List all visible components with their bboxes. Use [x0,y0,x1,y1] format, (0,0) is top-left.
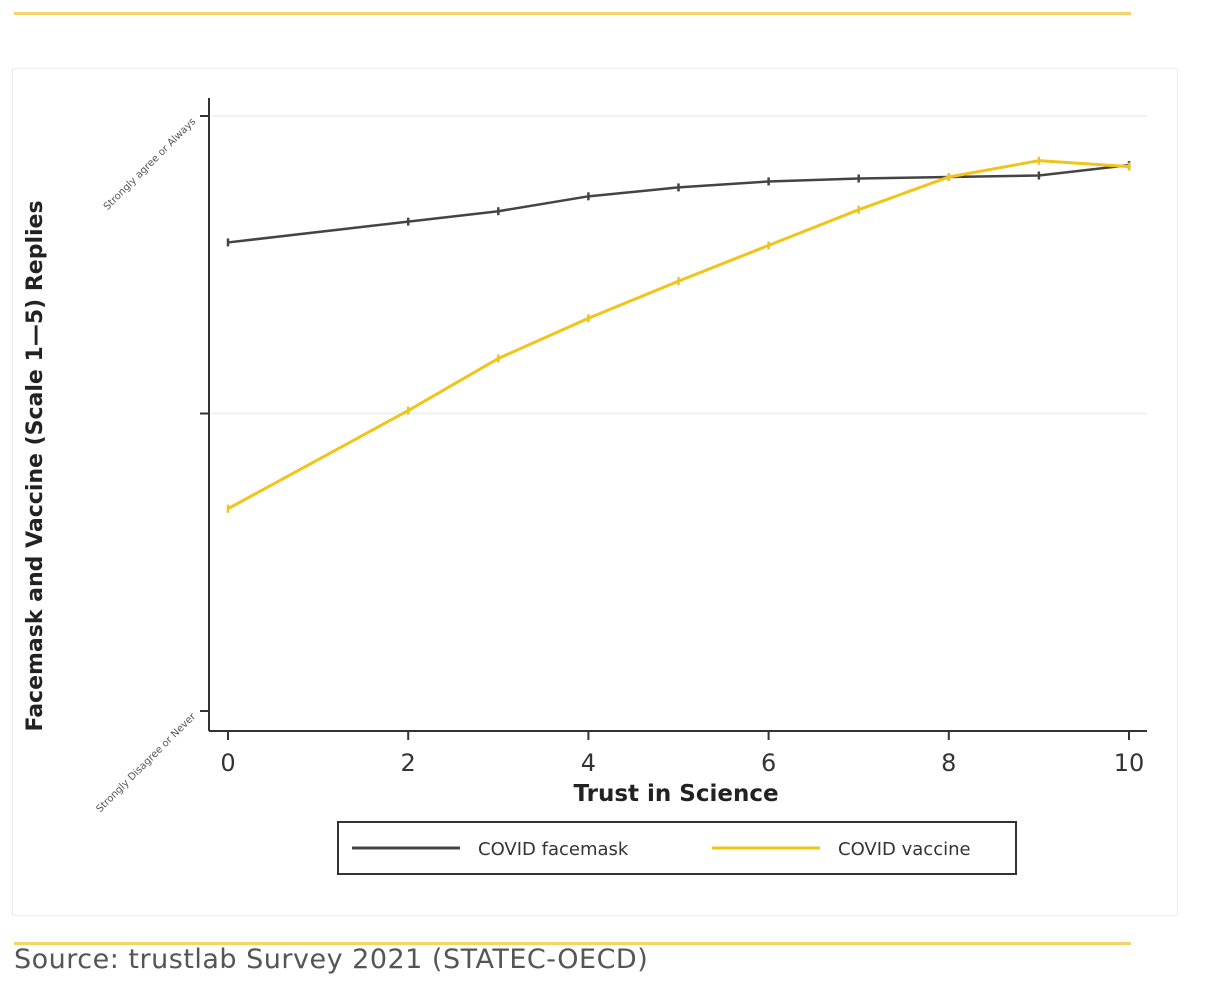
series-line-vaccine [227,159,1130,511]
y-tick-label: Strongly agree or Always [102,116,198,212]
x-tick-label: 2 [401,749,416,777]
source-note: Source: trustlab Survey 2021 (STATEC-OEC… [14,944,649,975]
y-tick-label: Strongly Disagree or Never [94,711,198,815]
x-tick-label: 6 [761,749,776,777]
y-axis-label: Facemask and Vaccine (Scale 1—5) Replies [23,200,48,731]
x-tick-label: 8 [941,749,956,777]
chart-frame [12,68,1178,916]
x-tick-label: 0 [220,749,235,777]
x-tick-label: 10 [1114,749,1145,777]
x-axis-label: Trust in Science [573,781,778,807]
bottom-rule [14,942,1131,945]
top-rule [14,12,1131,15]
series-line-facemask [227,163,1130,244]
legend: COVID facemask COVID vaccine [337,821,1017,875]
legend-label-vaccine: COVID vaccine [838,839,971,860]
legend-label-facemask: COVID facemask [478,839,629,860]
x-tick-label: 4 [581,749,596,777]
